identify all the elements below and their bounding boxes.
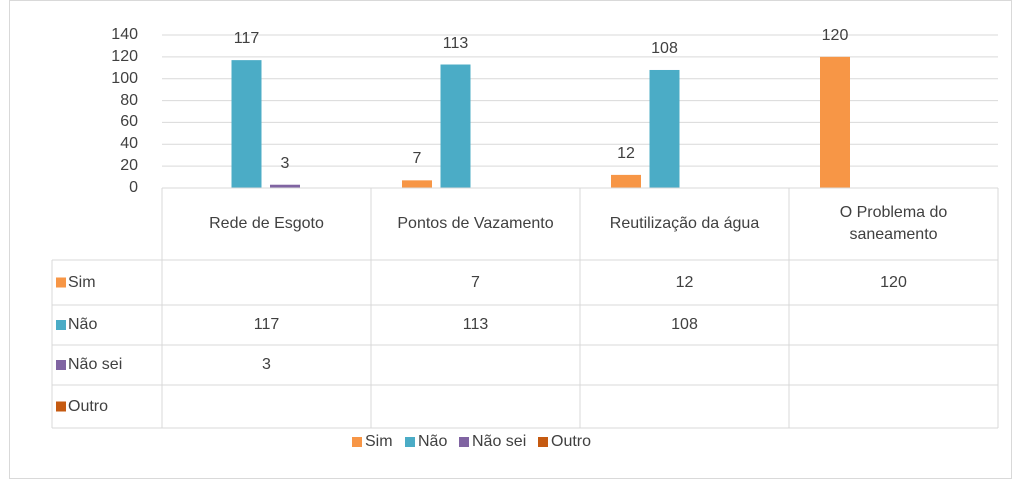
table-cell: 117 xyxy=(253,316,280,333)
table-cell: 120 xyxy=(880,273,907,291)
row-header: Não xyxy=(68,316,98,333)
y-tick-label: 100 xyxy=(111,69,138,87)
legend-label: Outro xyxy=(551,433,592,450)
y-tick-label: 0 xyxy=(129,179,138,196)
y-tick-label: 60 xyxy=(120,113,138,131)
bar xyxy=(649,69,680,188)
category-label: Pontos de Vazamento xyxy=(397,215,554,232)
table-cell: 7 xyxy=(471,273,480,291)
bar xyxy=(270,184,300,188)
bar xyxy=(820,56,850,188)
table-cell: 108 xyxy=(671,316,698,333)
legend-key xyxy=(56,401,66,412)
category-label: O Problema do saneamento xyxy=(839,204,948,243)
data-label: 108 xyxy=(651,39,678,57)
row-header: Outro xyxy=(68,397,109,415)
bar xyxy=(231,60,262,189)
table-cell: 3 xyxy=(262,356,271,373)
bar xyxy=(402,180,432,188)
legend-label: Não sei xyxy=(472,433,527,450)
y-tick-label: 140 xyxy=(111,26,138,43)
chart-border xyxy=(9,0,1012,479)
data-label: 117 xyxy=(233,30,260,48)
bar xyxy=(440,64,471,188)
table-cell: 113 xyxy=(462,316,489,333)
data-label: 113 xyxy=(442,34,469,52)
legend-key xyxy=(56,360,66,370)
legend-label: Não xyxy=(418,433,448,450)
legend-key xyxy=(352,437,362,447)
data-label: 3 xyxy=(280,154,290,172)
y-tick-label: 40 xyxy=(120,135,138,153)
bar xyxy=(611,174,641,188)
data-label: 7 xyxy=(412,150,422,168)
y-tick-label: 120 xyxy=(111,47,138,65)
table-cell: 12 xyxy=(675,273,694,291)
legend-key xyxy=(56,320,66,330)
y-tick-label: 20 xyxy=(120,157,138,175)
data-label: 12 xyxy=(617,144,635,162)
legend-key xyxy=(459,437,469,447)
category-label: Rede de Esgoto xyxy=(209,215,324,232)
data-label: 120 xyxy=(821,26,849,44)
row-header: Sim xyxy=(68,273,96,291)
legend-key xyxy=(538,437,548,447)
legend-key xyxy=(56,277,66,288)
category-label: Reutilização da água xyxy=(609,215,760,232)
row-header: Não sei xyxy=(68,356,123,373)
legend-label: Sim xyxy=(365,433,393,450)
y-tick-label: 80 xyxy=(120,91,138,109)
legend-key xyxy=(405,437,415,447)
